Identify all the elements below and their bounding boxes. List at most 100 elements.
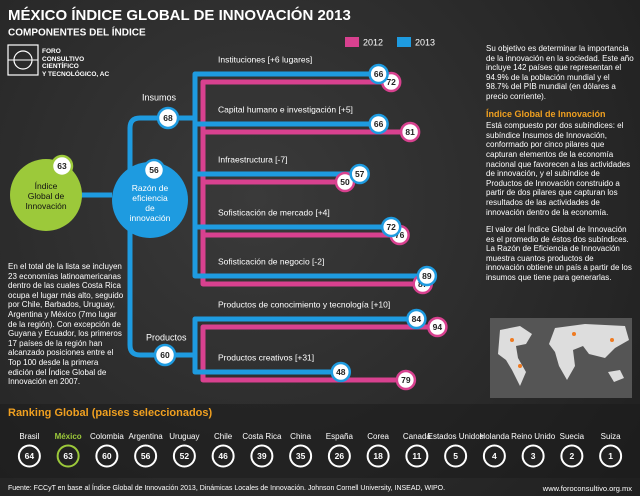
logo-line-text: Y TECNOLÓGICO, AC — [42, 70, 110, 78]
pillar-label: Instituciones [+6 lugares] — [218, 54, 312, 64]
efficiency-rank-value: 56 — [149, 165, 159, 175]
rank-2013-value: 57 — [355, 169, 365, 179]
left-note: En el total de la lista se incluyen 23 e… — [8, 262, 124, 387]
rank-2012-circle — [427, 316, 448, 338]
country-rank: 56 — [141, 451, 151, 461]
country-rank-circle — [134, 444, 158, 468]
rank-2013-value: 48 — [336, 367, 346, 377]
pillar-label: Productos de conocimiento y tecnología [… — [218, 299, 390, 309]
logo-line-text: CONSULTIVO — [42, 55, 85, 63]
country-rank: 11 — [412, 451, 421, 461]
legend-label: 2012 — [363, 37, 383, 47]
country-rank-circle — [482, 444, 506, 468]
subindex-rank-value: 60 — [160, 350, 170, 360]
country-rank-circle — [366, 444, 390, 468]
country-name: Suiza — [601, 432, 622, 441]
sidebar-paragraph: El valor del Índice Global de Innovación… — [486, 225, 632, 283]
country-rank-circle — [211, 444, 235, 468]
rank-2012-value: 81 — [405, 127, 415, 137]
rank-2012-circle — [395, 369, 417, 391]
footer-source: Fuente: FCCyT en base al Índice Global d… — [8, 485, 446, 492]
legend-swatch — [397, 37, 411, 47]
country-name: Argentina — [129, 432, 164, 441]
rank-2013-value: 72 — [386, 222, 396, 232]
map-dot — [610, 338, 614, 342]
map-dot — [518, 364, 522, 368]
country-name: Corea — [367, 432, 389, 441]
country-name: Reino Unido — [511, 432, 556, 441]
country-rank: 52 — [180, 451, 190, 461]
index-rank-value: 63 — [57, 161, 67, 171]
country-rank: 63 — [63, 451, 73, 461]
rank-2013-value: 66 — [374, 69, 384, 79]
rank-2013-value: 66 — [374, 119, 384, 129]
rank-2013-circle — [380, 216, 402, 238]
map-dot — [510, 338, 514, 342]
country-rank-circle — [289, 444, 313, 468]
country-name: Colombia — [90, 432, 124, 441]
country-rank-circle — [599, 444, 623, 468]
rank-2012-value: 94 — [433, 322, 443, 332]
country-rank: 64 — [25, 451, 35, 461]
logo-line-text: CIENTÍFICO — [42, 63, 79, 70]
rank-2013-circle — [416, 265, 438, 287]
rank-2013-circle — [330, 361, 352, 383]
country-rank-circle — [95, 444, 119, 468]
subindex-label: Productos — [146, 332, 187, 342]
rank-2012-value: 50 — [340, 177, 350, 187]
rank-2013-value: 89 — [422, 271, 432, 281]
map-americas — [498, 326, 532, 386]
country-rank-circle — [17, 444, 41, 468]
pillar-label: Productos creativos [+31] — [218, 352, 314, 362]
country-rank-circle — [56, 444, 80, 468]
efficiency-rank-circle — [142, 158, 166, 182]
logo-line-text: FORO — [42, 48, 61, 55]
subindex-label: Insumos — [142, 92, 177, 102]
country-rank-circle — [250, 444, 274, 468]
country-rank: 46 — [218, 451, 228, 461]
country-rank: 5 — [453, 451, 458, 461]
title: MÉXICO ÍNDICE GLOBAL DE INNOVACIÓN 2013 — [8, 6, 351, 24]
country-rank-circle — [521, 444, 545, 468]
country-rank-circle — [560, 444, 584, 468]
rank-2012-value: 79 — [401, 375, 411, 385]
country-rank-circle — [405, 444, 429, 468]
subindex-rank-circle — [156, 106, 180, 130]
rank-2012-value: 76 — [395, 230, 405, 240]
rank-2013-circle — [368, 63, 389, 85]
country-rank: 60 — [102, 451, 112, 461]
country-name: China — [290, 432, 311, 441]
country-rank: 2 — [570, 451, 575, 461]
connector — [127, 115, 195, 358]
rank-2013-circle — [349, 163, 370, 185]
index-label: Índice Global de Innovación — [25, 181, 66, 211]
country-name: México — [55, 432, 82, 441]
map-eurasia-africa — [549, 324, 629, 380]
country-rank: 18 — [373, 451, 383, 461]
country-name: Brasil — [19, 432, 39, 441]
pillar-label: Infraestructura [-7] — [218, 154, 287, 164]
logo-text: FORO CONSULTIVO CIENTÍFICO Y TECNOLÓGICO… — [42, 48, 109, 78]
world-map — [490, 318, 632, 398]
country-rank-circle — [172, 444, 196, 468]
pillar-label: Capital humano e investigación [+5] — [218, 104, 353, 114]
country-name: Costa Rica — [242, 432, 282, 441]
country-name: Estados Unidos — [428, 432, 484, 441]
subtitle: COMPONENTES DEL ÍNDICE — [8, 26, 146, 39]
country-rank-circle — [327, 444, 351, 468]
country-name: Chile — [214, 432, 233, 441]
legend-swatch — [345, 37, 359, 47]
country-name: España — [326, 432, 354, 441]
efficiency-circle — [112, 162, 188, 238]
rank-2013-circle — [406, 308, 427, 330]
sidebar-intro: Su objetivo es determinar la importancia… — [486, 44, 634, 101]
rank-2012-value: 72 — [386, 77, 396, 87]
index-rank-circle — [50, 154, 74, 178]
country-name: Canadá — [403, 432, 432, 441]
map-dot — [572, 332, 576, 336]
legend-label: 2013 — [415, 37, 435, 47]
pillar-label: Sofisticación de negocio [-2] — [218, 256, 324, 266]
subindex-rank-value: 68 — [163, 113, 173, 123]
efficiency-label: Razón de eficiencia de innovación — [130, 183, 171, 223]
